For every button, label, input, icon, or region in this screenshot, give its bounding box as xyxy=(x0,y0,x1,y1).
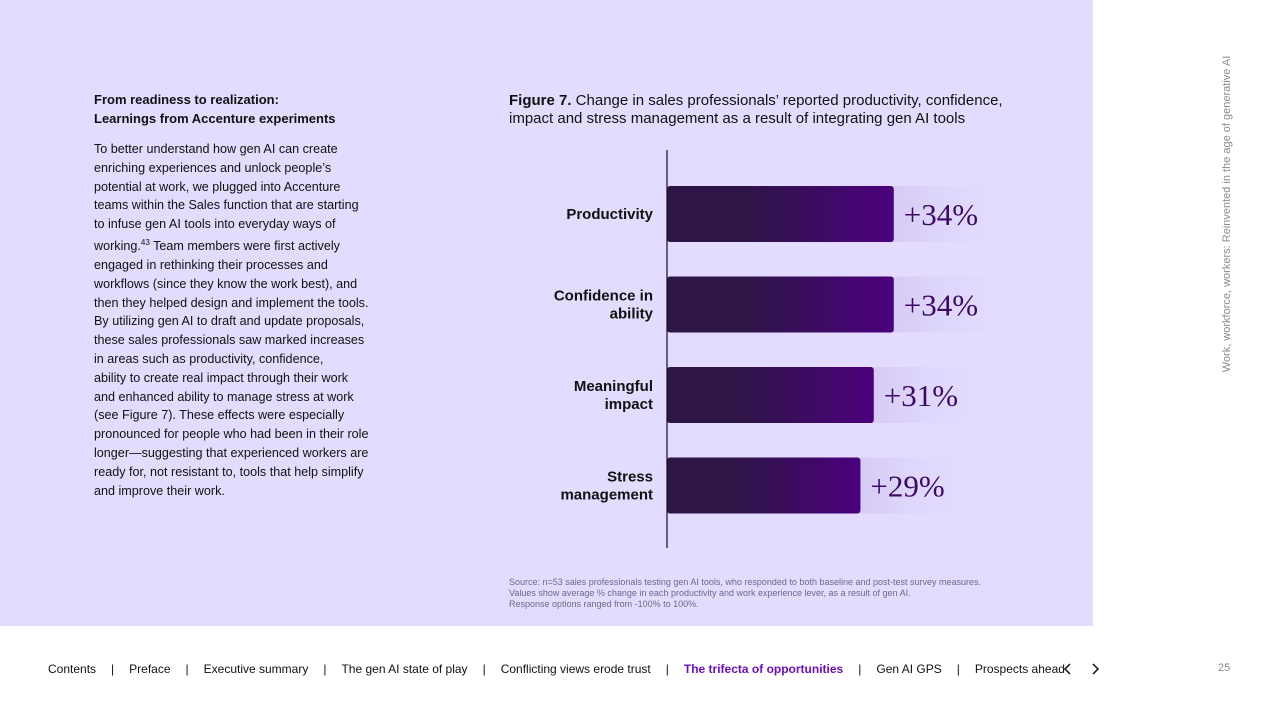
bar-value-label: +29% xyxy=(870,469,944,504)
bar-glow xyxy=(869,367,1000,423)
bar-glow xyxy=(856,457,987,514)
category-label-line: Confidence in xyxy=(554,288,653,305)
bar-chart: +34% Productivity +34% Confidence in ability… xyxy=(500,145,1060,555)
side-title-text: Work, workforce, workers: Reinvented in … xyxy=(1221,55,1233,373)
category-label: Meaningful impact xyxy=(574,378,653,413)
figure-caption: Change in sales professionals’ reported … xyxy=(509,92,1003,127)
body-line: pronounced for people who had been in th… xyxy=(94,427,369,442)
footer-separator: | xyxy=(185,662,189,676)
footer-separator: | xyxy=(111,662,115,676)
figure-label: Figure 7. xyxy=(509,92,572,109)
body-line: in areas such as productivity, confidenc… xyxy=(94,351,324,366)
category-label: Confidence in ability xyxy=(554,288,654,323)
body-line-start: working. xyxy=(94,239,141,254)
body-line: longer—suggesting that experienced worke… xyxy=(94,445,369,460)
bar-value-label: +34% xyxy=(904,197,978,232)
bar-glow xyxy=(889,186,1020,242)
bar-chart-svg: +34% Productivity +34% Confidence in ability… xyxy=(554,150,1020,548)
body-line: and improve their work. xyxy=(94,483,225,498)
footer-nav-item[interactable]: Contents xyxy=(48,662,97,676)
source-line: Response options ranged from -100% to 10… xyxy=(509,599,699,609)
body-line: To better understand how gen AI can crea… xyxy=(94,142,338,156)
body-line-end: Team members were first actively xyxy=(149,239,340,254)
section-heading: From readiness to realization: Learnings… xyxy=(94,90,394,128)
category-label: Productivity xyxy=(566,206,653,223)
category-label-line: ability xyxy=(610,306,654,323)
body-line: By utilizing gen AI to draft and update … xyxy=(94,314,365,329)
chevron-left-icon xyxy=(1063,663,1071,675)
bar xyxy=(667,186,894,242)
bar-glow xyxy=(889,276,1020,333)
footer-nav-item[interactable]: The gen AI state of play xyxy=(341,662,468,676)
chevron-right-icon xyxy=(1092,663,1100,675)
footer-separator: | xyxy=(956,662,960,676)
body-line: to infuse gen AI tools into everyday way… xyxy=(94,217,336,232)
category-label: Stress management xyxy=(560,469,653,504)
footer-separator: | xyxy=(665,662,669,676)
body-line-with-footnote: working.43 Team members were first activ… xyxy=(94,234,386,256)
category-label-line: Productivity xyxy=(566,206,653,223)
body-line: (see Figure 7). These effects were espec… xyxy=(94,408,345,423)
footer-nav-item[interactable]: Prospects ahead xyxy=(974,662,1065,676)
body-line: potential at work, we plugged into Accen… xyxy=(94,179,341,194)
next-page-button[interactable] xyxy=(1087,661,1103,677)
source-line: Values show average % change in each pro… xyxy=(509,588,911,598)
body-line: and enhanced ability to manage stress at… xyxy=(94,389,354,404)
source-note: Source: n=53 sales professionals testing… xyxy=(509,577,1069,610)
footer-nav-item[interactable]: The trifecta of opportunities xyxy=(683,662,844,676)
body-line: these sales professionals saw marked inc… xyxy=(94,333,365,348)
body-paragraph: To better understand how gen AI can crea… xyxy=(94,140,386,500)
footer-separator: | xyxy=(482,662,486,676)
bar xyxy=(667,276,894,333)
heading-line-2: Learnings from Accenture experiments xyxy=(94,111,336,126)
previous-page-button[interactable] xyxy=(1060,661,1076,677)
bar-value-label: +31% xyxy=(884,378,958,413)
bar-value-label: +34% xyxy=(904,288,978,323)
footer-separator: | xyxy=(323,662,327,676)
bar xyxy=(667,457,861,514)
figure-title: Figure 7. Change in sales professionals’… xyxy=(509,92,1049,128)
heading-line-1: From readiness to realization: xyxy=(94,92,279,107)
footer-separator: | xyxy=(858,662,862,676)
category-label-line: Stress xyxy=(607,469,653,486)
footer-nav-item[interactable]: Conflicting views erode trust xyxy=(500,662,651,676)
page-number: 25 xyxy=(1218,662,1231,674)
body-line: then they helped design and implement th… xyxy=(94,295,369,310)
footer-nav-item[interactable]: Gen AI GPS xyxy=(876,662,942,676)
footer-navigation: Contents | Preface | Executive summary | The g… xyxy=(48,661,1065,677)
footer-nav-item[interactable]: Preface xyxy=(129,662,171,676)
footer-nav-item[interactable]: Executive summary xyxy=(203,662,309,676)
bar xyxy=(667,367,874,423)
category-label-line: management xyxy=(560,487,653,504)
body-line: ability to create real impact through th… xyxy=(94,370,349,385)
body-line: teams within the Sales function that are… xyxy=(94,198,359,213)
body-line: workflows (since they know the work best… xyxy=(94,276,358,291)
body-line: engaged in rethinking their processes an… xyxy=(94,257,328,272)
category-label-line: impact xyxy=(605,396,653,413)
category-label-line: Meaningful xyxy=(574,378,653,395)
source-line: Source: n=53 sales professionals testing… xyxy=(509,577,982,587)
body-line: ready for, not resistant to, tools that … xyxy=(94,464,364,479)
body-line: enriching experiences and unlock people’… xyxy=(94,160,332,175)
footnote-reference[interactable]: 43 xyxy=(140,237,150,247)
